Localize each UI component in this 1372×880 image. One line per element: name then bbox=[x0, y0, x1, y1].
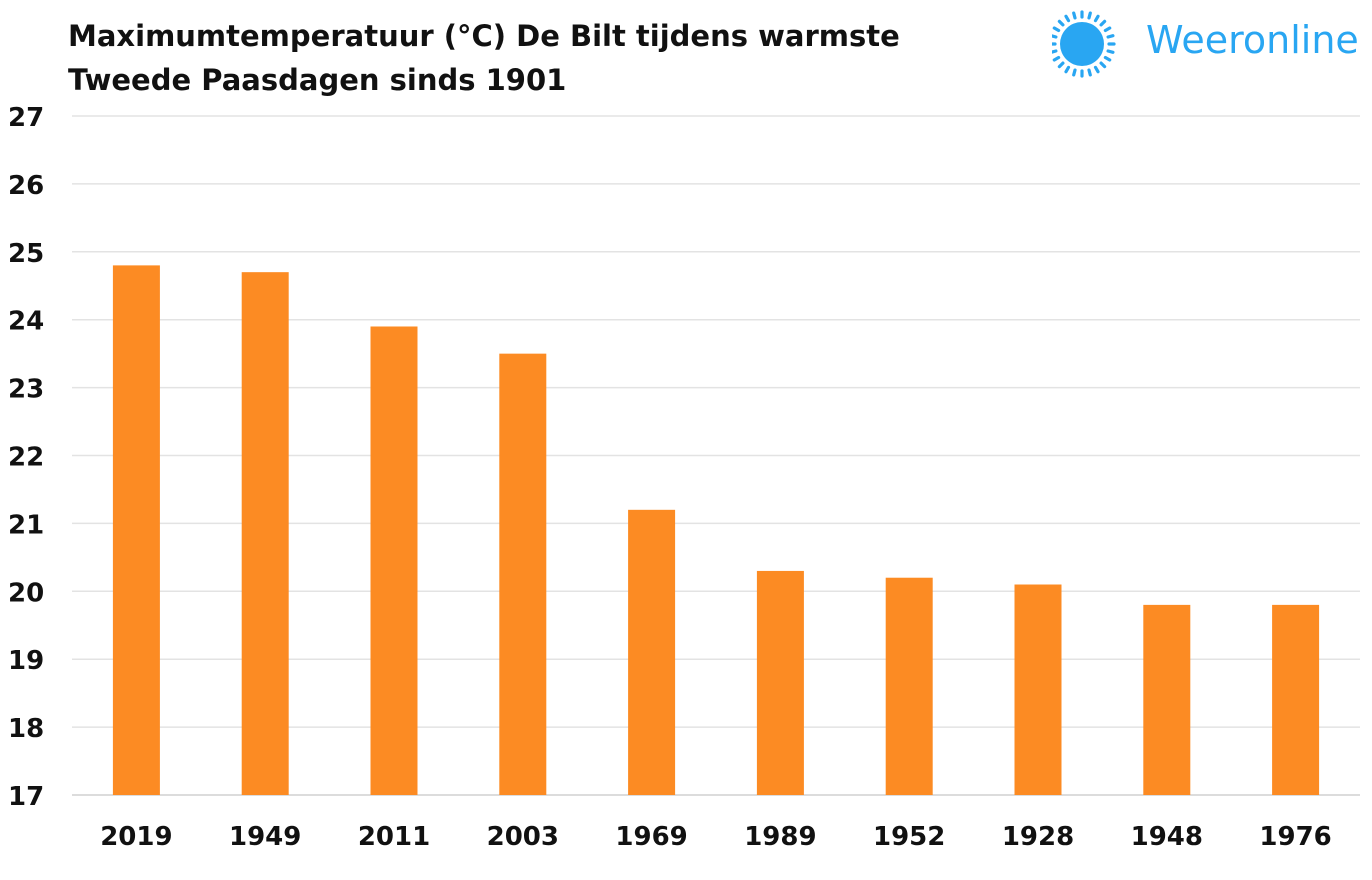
y-tick-label: 27 bbox=[8, 103, 44, 133]
y-tick-label: 19 bbox=[8, 646, 44, 676]
y-tick-label: 21 bbox=[8, 510, 44, 540]
y-tick-label: 18 bbox=[8, 714, 44, 744]
y-tick-label: 22 bbox=[8, 443, 44, 473]
chart-title-line-2: Tweede Paasdagen sinds 1901 bbox=[68, 63, 567, 97]
sun-ray bbox=[1072, 68, 1077, 77]
bar-1928 bbox=[1014, 584, 1062, 795]
sun-ray bbox=[1106, 34, 1115, 39]
bars bbox=[112, 265, 1320, 795]
x-tick-label: 1976 bbox=[1259, 822, 1331, 852]
y-tick-label: 26 bbox=[8, 171, 44, 201]
sun-ray bbox=[1099, 61, 1107, 69]
sun-ray bbox=[1052, 34, 1058, 39]
bar-1948 bbox=[1143, 604, 1191, 795]
bar-1976 bbox=[1272, 604, 1320, 795]
brand-name: Weeronline bbox=[1146, 18, 1359, 62]
bar-2003 bbox=[499, 353, 547, 795]
sun-ray bbox=[1103, 55, 1112, 62]
x-tick-label: 1949 bbox=[229, 822, 301, 852]
x-axis-ticks: 2019 1949 2011 2003 1969 1989 1952 1928 1948 1976 bbox=[100, 822, 1332, 852]
sun-ray bbox=[1072, 11, 1077, 20]
sun-icon bbox=[1052, 10, 1116, 78]
sun-ray bbox=[1052, 26, 1061, 33]
bar-1949 bbox=[241, 272, 289, 795]
sun-ray bbox=[1087, 11, 1092, 20]
bar-2011 bbox=[370, 326, 418, 795]
x-tick-label: 1948 bbox=[1131, 822, 1203, 852]
y-tick-label: 23 bbox=[8, 375, 44, 405]
x-tick-label: 1969 bbox=[615, 822, 687, 852]
sun-ray bbox=[1064, 65, 1071, 74]
sun-ray bbox=[1093, 14, 1100, 23]
sun-ray bbox=[1064, 14, 1071, 23]
y-tick-label: 25 bbox=[8, 239, 44, 269]
chart-title-line-1: Maximumtemperatuur (°C) De Bilt tijdens … bbox=[68, 19, 900, 53]
x-tick-label: 1928 bbox=[1002, 822, 1074, 852]
y-tick-label: 24 bbox=[8, 307, 44, 337]
sun-ray bbox=[1057, 19, 1065, 27]
bar-1969 bbox=[628, 509, 676, 795]
sun-ray bbox=[1099, 19, 1107, 27]
x-tick-label: 1989 bbox=[744, 822, 816, 852]
sun-ray bbox=[1093, 65, 1100, 74]
sun-ray bbox=[1052, 55, 1061, 62]
y-tick-label: 17 bbox=[8, 782, 44, 812]
bar-1989 bbox=[756, 570, 804, 795]
chart-title: Maximumtemperatuur (°C) De Bilt tijdens … bbox=[68, 14, 968, 102]
sun-ray bbox=[1103, 26, 1112, 33]
bar-2019 bbox=[112, 265, 160, 795]
x-tick-label: 1952 bbox=[873, 822, 945, 852]
weeronline-logo: Weeronline bbox=[1052, 8, 1362, 80]
y-tick-label: 20 bbox=[8, 578, 44, 608]
sun-ray bbox=[1052, 49, 1058, 54]
x-tick-label: 2019 bbox=[100, 822, 172, 852]
y-axis-ticks: 17 18 19 20 21 22 23 24 25 26 27 bbox=[8, 103, 44, 812]
sun-ray bbox=[1106, 49, 1115, 54]
sun-ray bbox=[1087, 68, 1092, 77]
sun-ray bbox=[1057, 61, 1065, 69]
bar-1952 bbox=[885, 577, 933, 795]
x-tick-label: 2011 bbox=[358, 822, 430, 852]
x-tick-label: 2003 bbox=[487, 822, 559, 852]
